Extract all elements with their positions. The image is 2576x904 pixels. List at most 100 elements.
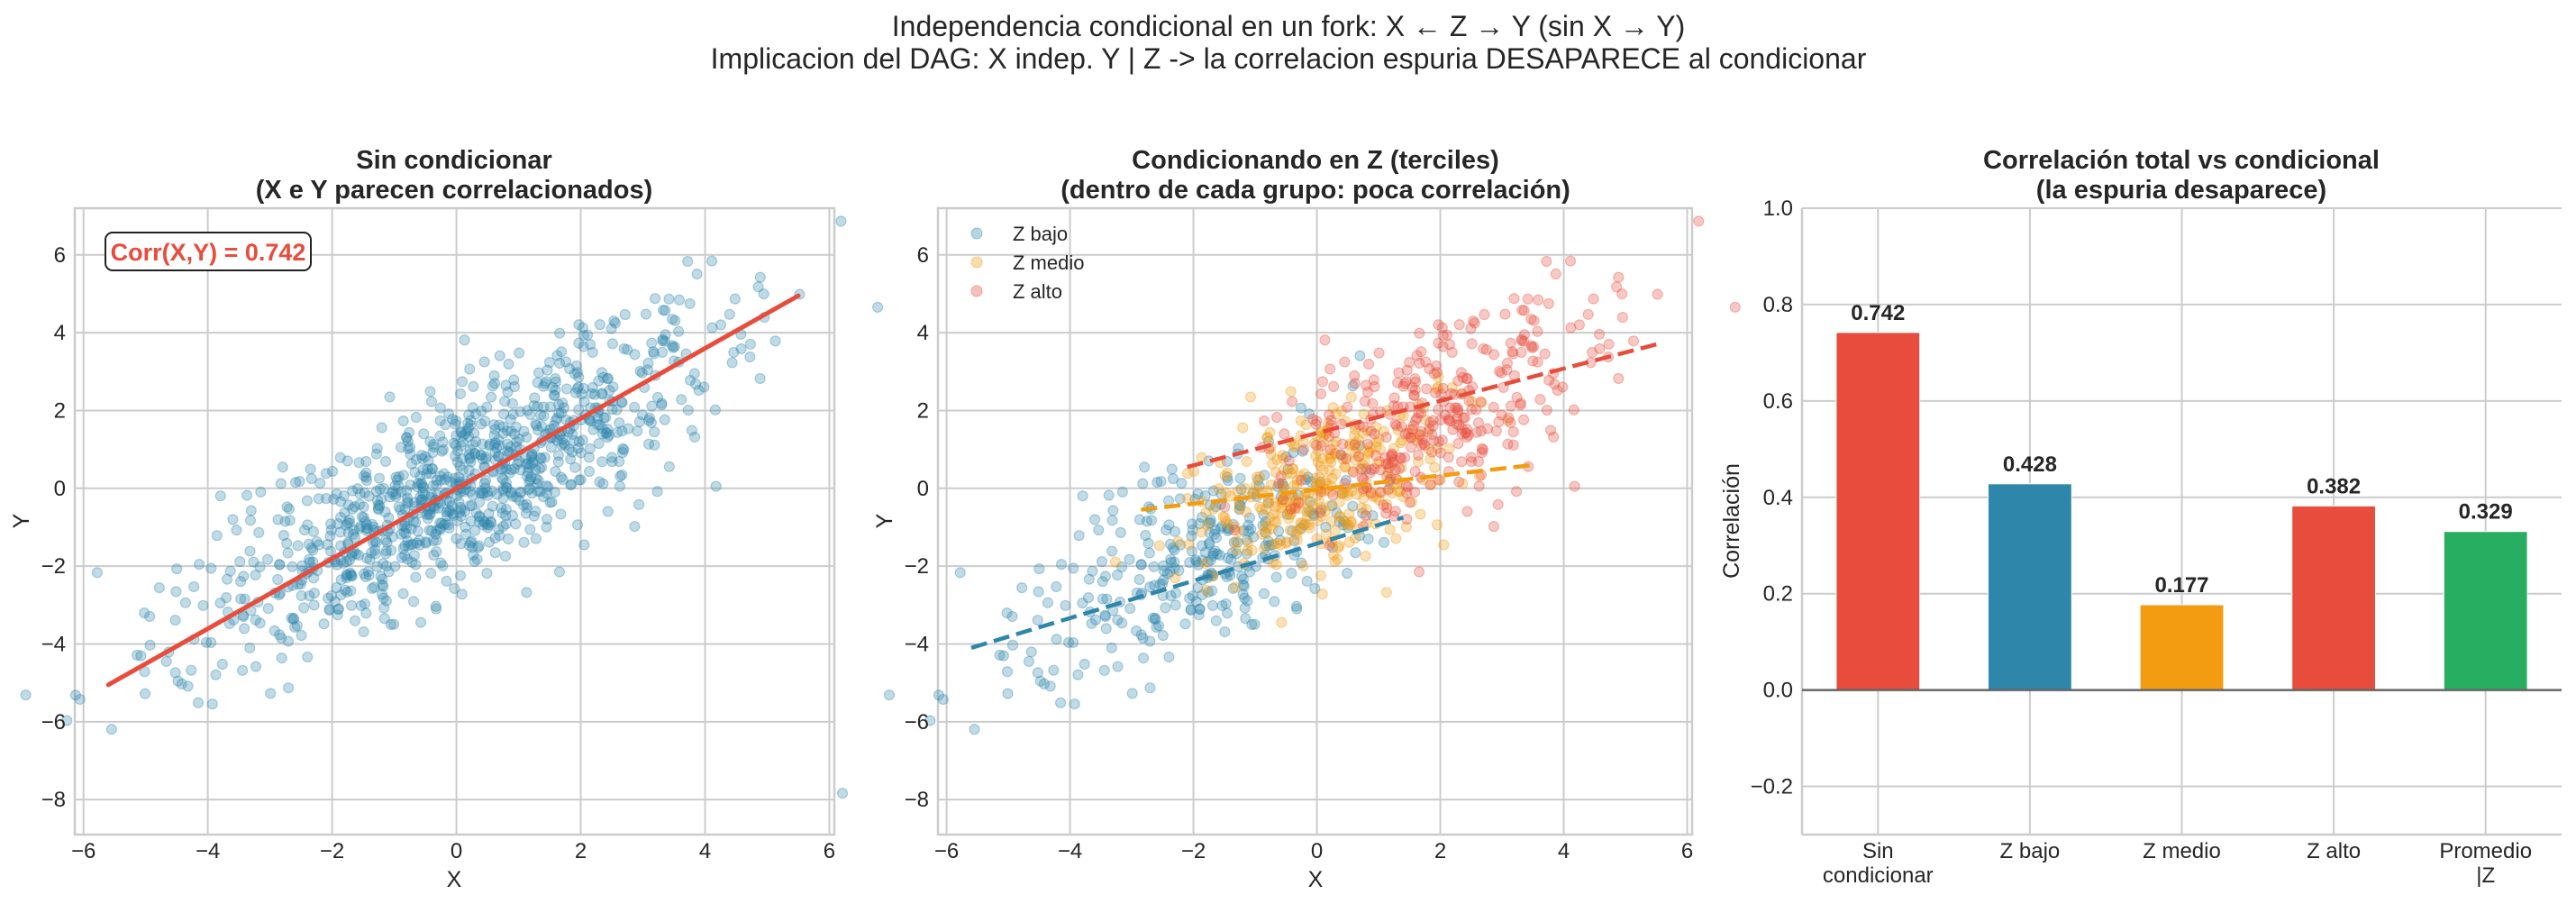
data-point-z-alto xyxy=(1539,348,1551,360)
data-point xyxy=(508,380,521,393)
data-point xyxy=(408,497,421,508)
data-point xyxy=(386,488,398,499)
data-point xyxy=(346,599,358,611)
y-tick-label: −6 xyxy=(905,710,929,735)
data-point xyxy=(502,533,514,545)
data-point xyxy=(524,408,536,420)
data-point xyxy=(728,346,740,359)
data-point-z-alto xyxy=(1388,392,1400,404)
data-point xyxy=(374,483,386,495)
data-point xyxy=(478,516,491,528)
data-point-z-alto xyxy=(1405,432,1416,443)
data-point-z-medio xyxy=(1260,503,1272,515)
data-point xyxy=(504,467,515,479)
data-point xyxy=(560,383,573,395)
data-point xyxy=(514,464,526,476)
data-point xyxy=(598,412,610,424)
data-point xyxy=(525,451,537,463)
data-point-z-medio xyxy=(1237,422,1249,434)
data-point xyxy=(407,538,419,550)
data-point-z-alto xyxy=(1510,486,1523,498)
data-point xyxy=(349,501,360,513)
x-tick-label: 0 xyxy=(1311,839,1323,863)
data-point xyxy=(415,450,428,461)
data-point-z-alto xyxy=(1478,444,1489,456)
data-point-z-bajo xyxy=(1069,698,1080,710)
data-point-z-alto xyxy=(1453,476,1465,488)
data-point-z-bajo xyxy=(1001,607,1013,619)
data-point-z-medio xyxy=(1230,535,1242,547)
data-point-z-alto xyxy=(1219,501,1231,513)
data-point xyxy=(347,503,359,515)
data-point xyxy=(481,518,493,530)
data-point xyxy=(686,425,697,436)
data-point xyxy=(640,308,652,320)
data-point xyxy=(547,381,559,394)
data-point xyxy=(324,530,336,542)
y-tick-label: −2 xyxy=(41,554,66,579)
data-point-z-bajo xyxy=(1077,597,1088,609)
panel1-fit-line xyxy=(105,293,801,688)
data-point xyxy=(530,418,542,430)
data-point xyxy=(188,580,200,593)
data-point xyxy=(451,533,462,544)
data-point xyxy=(390,471,402,483)
data-point xyxy=(521,502,532,514)
data-point xyxy=(612,426,624,438)
data-point xyxy=(420,536,432,548)
data-point xyxy=(565,453,577,465)
data-point xyxy=(281,537,293,549)
data-point xyxy=(706,322,718,333)
data-point xyxy=(532,400,543,413)
data-point-z-alto xyxy=(1310,439,1323,452)
data-point-z-bajo xyxy=(1060,599,1071,611)
data-point xyxy=(602,423,614,435)
data-point xyxy=(493,434,505,446)
data-point-z-bajo xyxy=(1157,629,1169,642)
data-point xyxy=(313,493,324,505)
data-point xyxy=(469,448,481,460)
data-point xyxy=(471,553,483,565)
data-point xyxy=(434,470,446,482)
data-point-z-alto xyxy=(1455,367,1467,379)
data-point xyxy=(614,455,625,468)
data-point xyxy=(378,482,390,495)
data-point-z-bajo xyxy=(1270,571,1282,583)
data-point xyxy=(463,449,475,461)
data-point xyxy=(500,379,512,391)
data-point xyxy=(457,430,469,442)
data-point-z-medio xyxy=(1276,616,1288,628)
data-point xyxy=(387,618,400,630)
data-point-z-alto xyxy=(1307,413,1319,425)
data-point xyxy=(578,539,590,551)
data-point xyxy=(555,508,567,520)
data-point xyxy=(308,588,321,599)
data-point xyxy=(269,625,280,636)
data-point xyxy=(480,451,492,463)
data-point xyxy=(463,431,475,443)
y-tick-label: −8 xyxy=(905,788,929,812)
data-point xyxy=(405,448,416,461)
data-point xyxy=(254,617,266,629)
data-point xyxy=(465,516,477,527)
data-point-z-alto xyxy=(1565,322,1577,333)
data-point-z-bajo xyxy=(1144,682,1156,694)
data-point-z-alto xyxy=(1430,360,1442,372)
x-tick-label: Z alto xyxy=(2307,839,2361,863)
data-point xyxy=(324,545,337,557)
data-point xyxy=(611,404,623,415)
data-point-z-alto xyxy=(1400,480,1412,492)
data-point xyxy=(688,431,701,443)
data-point xyxy=(442,506,455,517)
data-point xyxy=(482,522,494,534)
data-point xyxy=(470,507,482,519)
data-point xyxy=(345,569,357,580)
data-point-z-alto xyxy=(1456,456,1468,468)
y-tick-label: 6 xyxy=(917,243,929,268)
data-point xyxy=(550,415,561,426)
data-point-z-alto xyxy=(1472,417,1485,429)
data-point xyxy=(744,351,756,363)
data-point-z-bajo xyxy=(969,724,980,735)
data-point xyxy=(385,618,396,631)
data-point xyxy=(339,584,351,596)
